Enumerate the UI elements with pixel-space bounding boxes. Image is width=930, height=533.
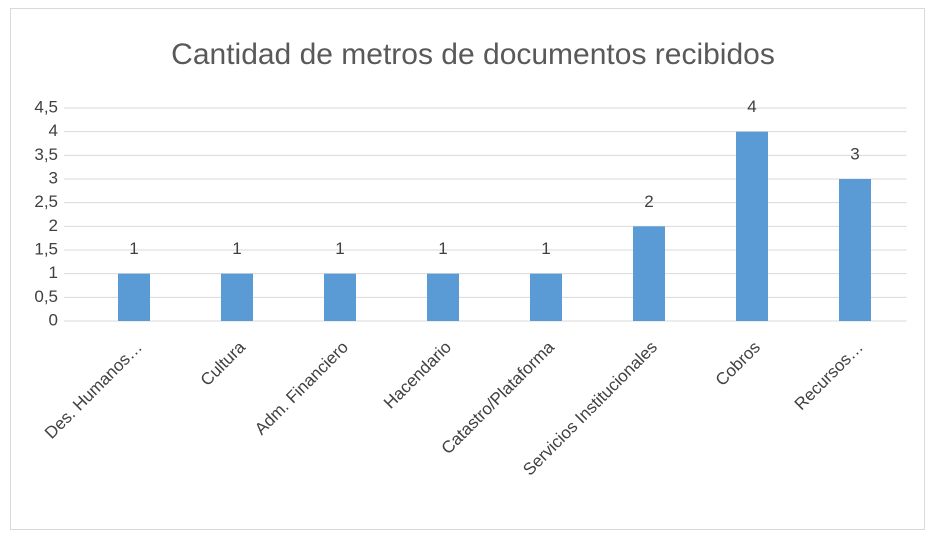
data-label: 1 bbox=[129, 239, 138, 258]
y-tick-label: 1 bbox=[49, 263, 58, 282]
bar bbox=[633, 226, 665, 321]
y-tick-label: 0,5 bbox=[34, 287, 58, 306]
y-tick-label: 2 bbox=[49, 216, 58, 235]
y-tick-label: 3 bbox=[49, 168, 58, 187]
data-label: 4 bbox=[747, 97, 756, 116]
bar bbox=[221, 273, 253, 321]
y-tick-label: 4,5 bbox=[34, 97, 58, 116]
chart-border bbox=[10, 8, 925, 530]
bar bbox=[839, 179, 871, 321]
bar bbox=[118, 273, 150, 321]
y-tick-label: 4 bbox=[49, 121, 58, 140]
data-label: 2 bbox=[644, 192, 653, 211]
bar bbox=[324, 273, 356, 321]
y-tick-label: 3,5 bbox=[34, 145, 58, 164]
bar bbox=[427, 273, 459, 321]
y-tick-label: 2,5 bbox=[34, 192, 58, 211]
bar bbox=[736, 131, 768, 321]
y-tick-label: 0 bbox=[49, 310, 58, 329]
data-label: 1 bbox=[335, 239, 344, 258]
data-label: 1 bbox=[541, 239, 550, 258]
data-label: 1 bbox=[232, 239, 241, 258]
data-label: 1 bbox=[438, 239, 447, 258]
data-label: 3 bbox=[850, 144, 859, 163]
chart-title: Cantidad de metros de documentos recibid… bbox=[171, 38, 775, 71]
y-tick-label: 1,5 bbox=[34, 239, 58, 258]
bar bbox=[530, 273, 562, 321]
